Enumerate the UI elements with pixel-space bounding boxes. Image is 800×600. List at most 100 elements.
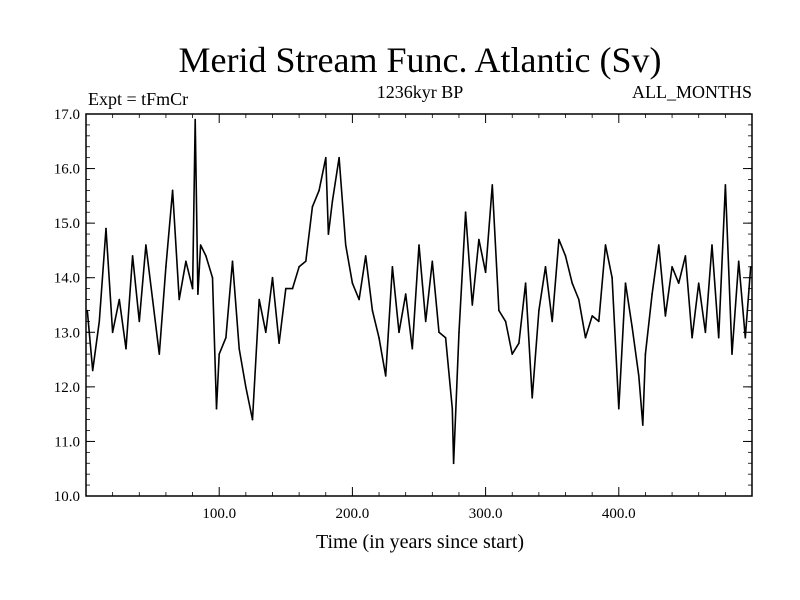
data-point [464, 211, 467, 213]
data-point [451, 407, 454, 410]
data-point [391, 266, 394, 268]
data-point [478, 238, 480, 241]
data-point [731, 353, 733, 355]
data-point [518, 342, 520, 345]
tick-labels: 10.0 11.0 12.0 13.0 14.0 15.0 16.0 17.0 100.0 200… [54, 107, 636, 522]
data-point [642, 424, 644, 426]
data-point [571, 282, 573, 285]
data-point [458, 331, 460, 334]
data-point [452, 462, 455, 465]
data-point [211, 276, 214, 279]
data-point [251, 418, 254, 421]
experiment-label: Expt = tFmCr [88, 89, 188, 109]
data-point [744, 336, 747, 339]
data-point [331, 200, 334, 203]
data-point [131, 255, 134, 257]
data-point [231, 260, 234, 263]
data-point [691, 336, 693, 339]
data-point [551, 320, 553, 323]
data-point [544, 266, 547, 268]
y-tick-label: 12.0 [54, 380, 80, 396]
data-point [215, 407, 218, 410]
data-point [118, 298, 121, 301]
data-point [631, 326, 633, 328]
x-tick-label: 400.0 [602, 506, 636, 522]
data-point [598, 320, 600, 323]
data-point [197, 293, 199, 295]
data-point [584, 336, 587, 339]
data-point [697, 282, 700, 285]
y-tick-label: 10.0 [54, 489, 80, 505]
data-point [218, 353, 220, 355]
y-tick-label: 14.0 [54, 271, 80, 287]
data-point [191, 287, 194, 290]
data-point [258, 298, 261, 301]
data-point [644, 353, 647, 355]
data-point [325, 156, 327, 159]
data-point [344, 244, 347, 246]
data-point [498, 309, 500, 312]
data-point [418, 244, 420, 246]
data-point [671, 266, 673, 268]
data-point [291, 287, 294, 290]
data-point [205, 255, 207, 257]
data-point [225, 336, 227, 339]
data-point [658, 244, 660, 246]
data-point [138, 320, 141, 323]
data-point [638, 375, 640, 377]
data-point [431, 260, 434, 263]
axis-ticks [86, 113, 752, 497]
data-point [305, 260, 307, 263]
data-point [624, 282, 627, 285]
data-point [524, 282, 527, 285]
data-point [171, 189, 174, 192]
x-tick-label: 100.0 [202, 506, 236, 522]
data-point [105, 227, 107, 230]
y-tick-label: 17.0 [54, 107, 80, 123]
months-label: ALL_MONTHS [632, 82, 752, 102]
data-point [151, 298, 154, 301]
data-point [91, 369, 94, 372]
data-point [591, 315, 593, 317]
data-point [749, 266, 752, 268]
data-point [158, 353, 161, 355]
data-point [491, 184, 494, 186]
data-point [125, 347, 127, 350]
data-point [604, 244, 607, 246]
data-point [178, 298, 180, 301]
data-point [238, 347, 240, 350]
x-tick-label: 200.0 [336, 506, 370, 522]
data-point [717, 336, 720, 339]
data-point [338, 156, 340, 159]
data-point [327, 233, 330, 235]
data-series [86, 118, 752, 465]
data-point [404, 293, 407, 295]
data-point [737, 260, 740, 263]
data-point [684, 255, 687, 257]
y-tick-label: 16.0 [54, 162, 80, 178]
series-line [86, 118, 752, 465]
data-point [438, 331, 440, 334]
data-point [651, 293, 653, 295]
data-point [618, 407, 620, 410]
data-point [271, 276, 274, 279]
data-point [538, 309, 540, 312]
data-point [145, 244, 147, 246]
data-point [358, 298, 360, 301]
data-point [86, 309, 89, 312]
data-point [564, 255, 567, 257]
data-point [378, 336, 380, 339]
data-point [411, 347, 414, 350]
data-point [185, 260, 187, 263]
data-point [504, 320, 507, 323]
data-point [318, 189, 320, 192]
data-point [199, 244, 202, 246]
data-point [558, 238, 560, 241]
data-point [311, 206, 314, 208]
data-point [531, 397, 533, 399]
data-point [371, 309, 374, 312]
data-point [165, 266, 167, 268]
data-point [611, 276, 613, 279]
data-point [298, 266, 300, 268]
